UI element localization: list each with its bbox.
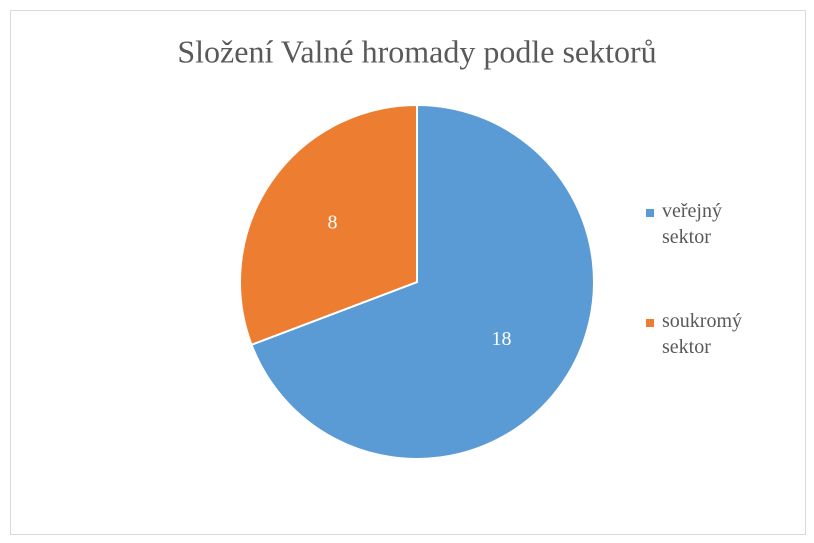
- legend-entry: soukromý sektor: [662, 310, 742, 358]
- legend-marker: [646, 209, 654, 217]
- pie-slice: [239, 103, 418, 347]
- legend-label: veřejný sektor: [662, 200, 722, 248]
- data-label: 18: [491, 328, 511, 350]
- data-label: 8: [328, 211, 338, 233]
- legend-label: soukromý sektor: [662, 310, 742, 358]
- chart-title: Složení Valné hromady podle sektorů: [177, 33, 656, 69]
- legend-entry: veřejný sektor: [662, 200, 722, 248]
- pie-slice: [250, 103, 595, 460]
- legend-marker: [646, 319, 654, 327]
